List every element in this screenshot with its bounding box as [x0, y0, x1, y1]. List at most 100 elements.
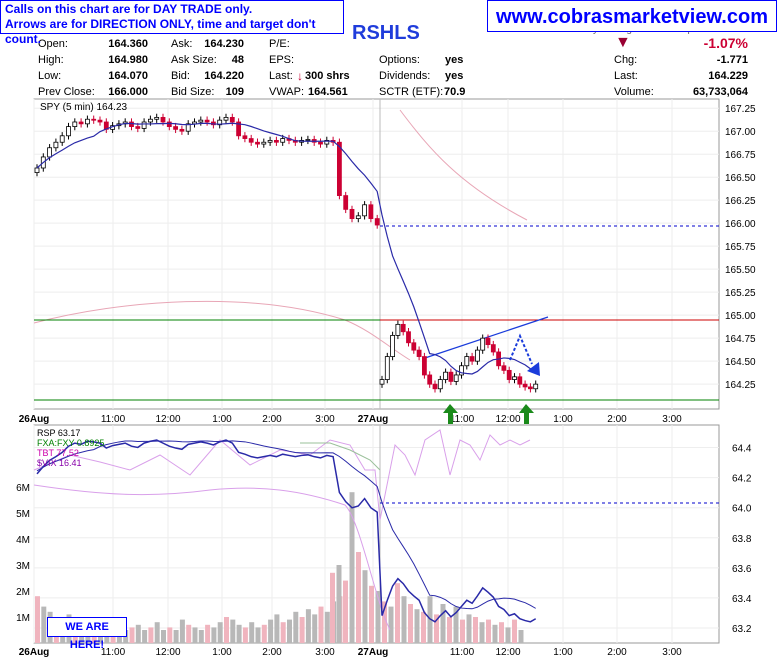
candle-down — [368, 204, 374, 219]
last-label: Last: — [269, 70, 293, 82]
candle-down — [91, 118, 97, 121]
spy-panel-title: SPY (5 min) 164.23 — [40, 102, 128, 113]
spy-x-tick: 26Aug — [19, 414, 50, 425]
volume-bar — [349, 492, 355, 643]
candle-up — [147, 118, 153, 123]
candle-up — [395, 323, 401, 336]
spy-x-tick: 27Aug — [358, 414, 389, 425]
volume-label: Volume: — [614, 86, 654, 98]
volume-bar — [186, 624, 192, 643]
volume-tick: 5M — [16, 509, 30, 520]
volume-bar — [518, 630, 524, 643]
volume-bar — [512, 619, 517, 643]
spy-x-tick: 1:00 — [212, 414, 232, 425]
volume-bar — [205, 624, 211, 643]
candle-down — [406, 331, 411, 344]
high-value: 164.980 — [108, 54, 148, 66]
candle-down — [248, 138, 254, 143]
candle-up — [390, 335, 396, 357]
candle-up — [379, 379, 385, 385]
volume-bar — [173, 630, 179, 643]
open-value: 164.360 — [108, 38, 148, 50]
rsp-x-tick: 2:00 — [262, 647, 282, 658]
candle-down — [129, 121, 134, 127]
spy-x-tick: 11:00 — [101, 414, 126, 425]
spy-x-tick: 2:00 — [262, 414, 282, 425]
rsp-price-line — [36, 439, 537, 623]
volume-bar — [356, 552, 361, 643]
volume-bar — [343, 580, 348, 643]
candle-up — [464, 356, 470, 367]
volume-bar — [129, 627, 135, 643]
last-price-value: 164.229 — [708, 70, 748, 82]
rsp-y-tick: 63.4 — [732, 594, 752, 605]
candle-up — [512, 376, 517, 380]
rsp-x-tick: 3:00 — [315, 647, 335, 658]
candle-up — [53, 141, 59, 149]
spy-y-tick: 166.25 — [725, 196, 756, 207]
rsp-x-tick: 11:00 — [101, 647, 126, 658]
legend-tbt: TBT 77.52 — [37, 448, 79, 458]
spy-y-tick: 166.75 — [725, 150, 756, 161]
bid-size-label: Bid Size: — [171, 86, 215, 98]
candle-down — [485, 337, 491, 346]
rsp-x-tick: 11:00 — [450, 647, 475, 658]
volume-value: 63,733,064 — [692, 86, 748, 98]
rsp-legend-title: RSP 63.17 — [37, 428, 80, 438]
candle-down — [318, 141, 323, 145]
volume-bar — [330, 572, 335, 643]
candle-up — [34, 167, 40, 173]
volume-tick: 2M — [16, 587, 30, 598]
low-label: Low: — [38, 70, 62, 82]
rsp-x-tick: 1:00 — [212, 647, 232, 658]
spy-grid — [33, 99, 719, 409]
volume-bar — [274, 614, 280, 643]
candle-down — [255, 141, 260, 145]
chg-value: -1.771 — [716, 54, 748, 66]
spy-y-tick: 167.25 — [725, 104, 756, 115]
spy-y-tick: 166.00 — [725, 219, 756, 230]
options-label: Options: — [379, 54, 420, 66]
volume-bar — [388, 606, 394, 643]
candle-down — [411, 342, 417, 351]
volume-bar — [369, 585, 374, 643]
tbt-line — [33, 429, 531, 521]
volume-bar — [280, 622, 286, 643]
we-are-here-banner: WE ARE HERE! — [47, 617, 127, 651]
down-arrow-icon: ↓ — [297, 69, 303, 83]
prev-close-label: Prev Close: — [38, 86, 95, 98]
candle-up — [453, 374, 459, 382]
rsp-y-tick: 64.4 — [732, 444, 752, 455]
spy-x-tick: 3:00 — [315, 414, 335, 425]
dividends-value: yes — [445, 70, 464, 82]
candle-down — [416, 349, 422, 357]
legend-fxa-fxy: FXA:FXY 0.8925 — [37, 438, 104, 448]
candle-down — [501, 365, 507, 371]
candle-up — [305, 139, 311, 141]
candle-down — [242, 135, 248, 139]
candle-down — [432, 383, 438, 390]
spy-y-tick: 165.25 — [725, 288, 756, 299]
candle-up — [66, 126, 71, 137]
eps-label: EPS: — [269, 54, 295, 66]
volume-bar — [148, 627, 154, 643]
candle-down — [517, 376, 523, 385]
candle-up — [280, 138, 286, 143]
candle-down — [78, 121, 84, 125]
spy-x-tick: 2:00 — [607, 414, 627, 425]
spy-y-axis: 167.25 167.00 166.75 166.50 166.25 166.00 165.… — [725, 104, 756, 391]
volume-bar — [382, 601, 387, 643]
bid-value: 164.220 — [204, 70, 244, 82]
site-url-link[interactable]: www.cobrasmarketview.com — [487, 0, 777, 32]
volume-bar — [473, 617, 478, 643]
candle-down — [506, 369, 512, 380]
spy-y-tick: 167.00 — [725, 127, 756, 138]
rsp-y-tick: 63.8 — [732, 534, 752, 545]
green-up-arrow-icon — [443, 404, 458, 424]
volume-bar — [255, 627, 261, 643]
spy-moving-average — [36, 122, 537, 375]
volume-bar — [179, 619, 185, 643]
volume-bar — [486, 619, 491, 643]
candle-up — [443, 371, 449, 380]
volume-bar — [324, 611, 330, 643]
